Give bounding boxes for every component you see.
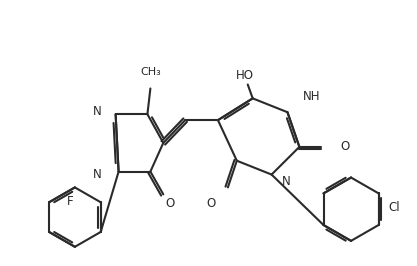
Text: HO: HO (236, 69, 254, 82)
Text: N: N (93, 168, 102, 181)
Text: NH: NH (303, 90, 321, 103)
Text: F: F (67, 195, 73, 208)
Text: CH₃: CH₃ (140, 67, 161, 77)
Text: O: O (206, 197, 216, 210)
Text: N: N (281, 175, 290, 188)
Text: O: O (340, 140, 349, 153)
Text: N: N (93, 105, 102, 118)
Text: O: O (166, 197, 175, 210)
Text: Cl: Cl (389, 201, 400, 214)
